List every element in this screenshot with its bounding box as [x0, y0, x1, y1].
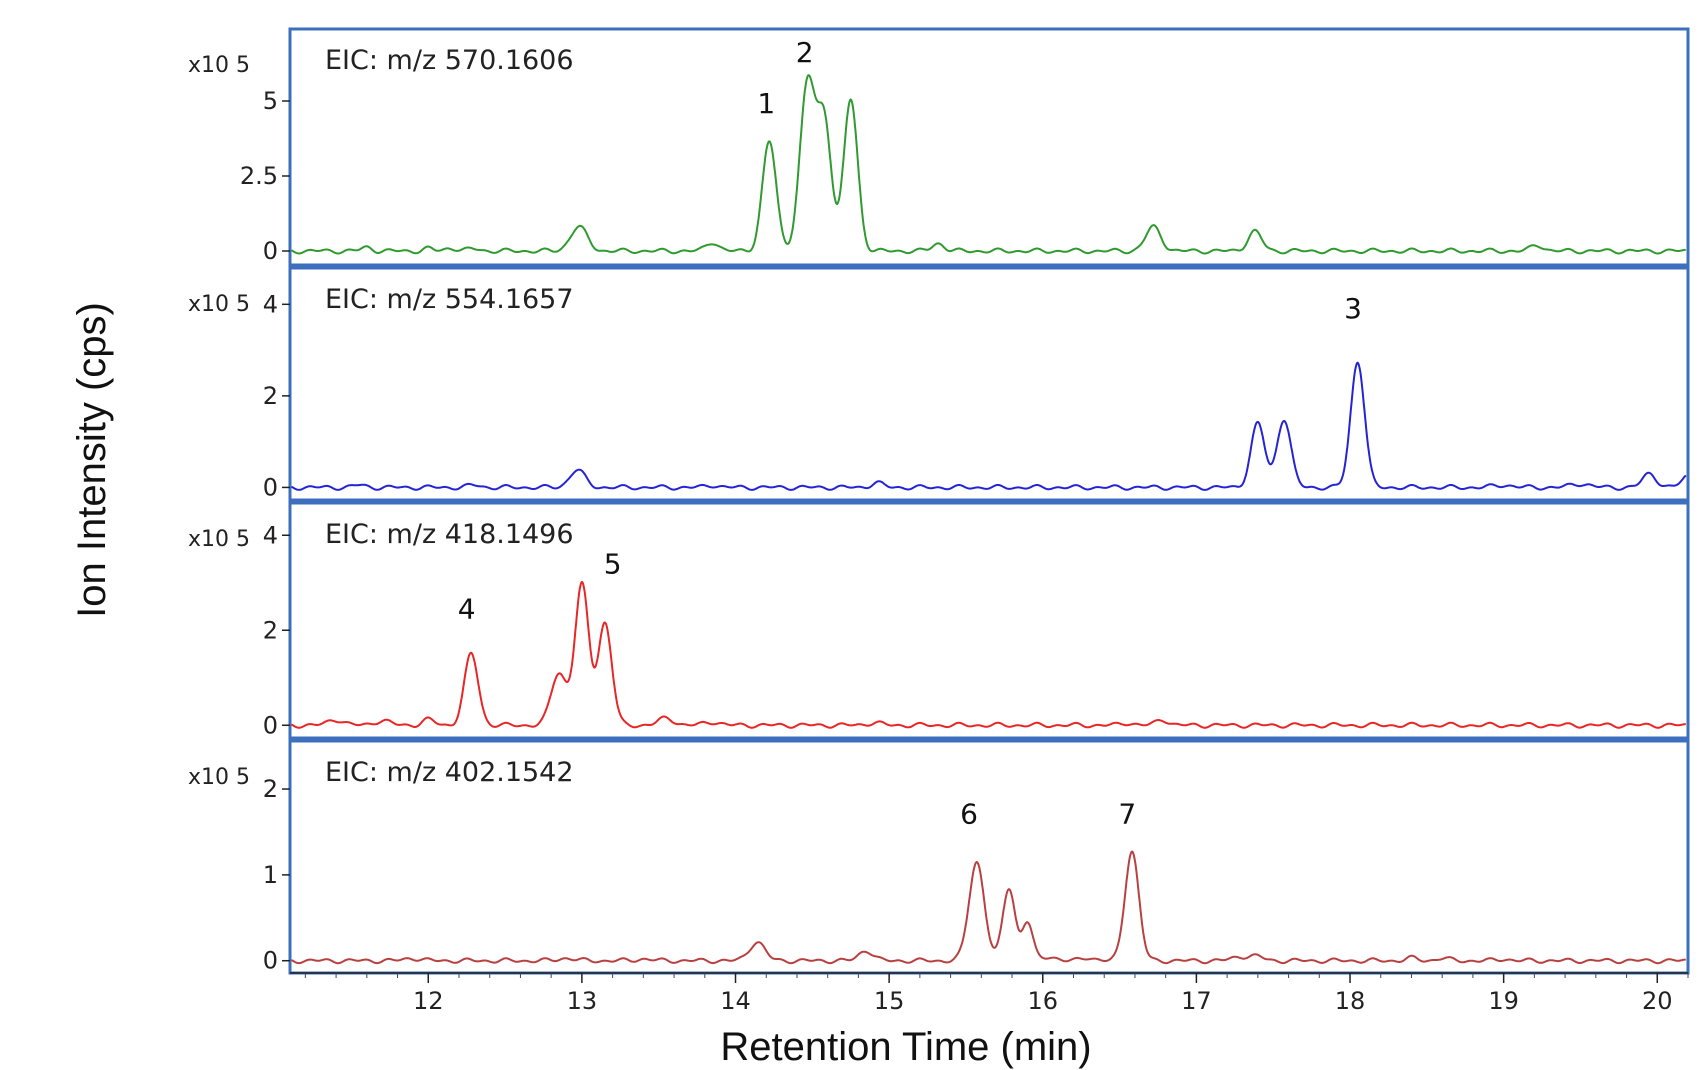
peak-label-5: 5	[604, 547, 622, 580]
panel-4: 0 1 2 x10 5 EIC: m/z 402.1542 6 7	[188, 739, 1690, 975]
panel-3: 0 2 4 x10 5 EIC: m/z 418.1496 4 5	[188, 501, 1690, 740]
x-tick-label: 17	[1181, 987, 1212, 1015]
peak-label-4: 4	[458, 592, 476, 625]
x-axis-title: Retention Time (min)	[720, 1025, 1091, 1069]
y-tick-label: 0	[263, 473, 278, 501]
y-tick-label: 2	[263, 616, 278, 644]
peak-label-1: 1	[757, 87, 775, 120]
series-trace	[291, 850, 1686, 965]
y-tick-label: 1	[263, 861, 278, 889]
y-tick-label: 2	[263, 775, 278, 803]
peak-label-7: 7	[1118, 797, 1136, 830]
x-tick-label: 14	[720, 987, 751, 1015]
y-tick-label: 0	[263, 947, 278, 975]
peak-label-2: 2	[796, 36, 814, 69]
y-exponent-label: x10 5	[188, 527, 250, 552]
series-trace	[291, 361, 1687, 491]
y-tick-label: 2.5	[240, 162, 278, 190]
peak-label-6: 6	[960, 797, 978, 830]
y-exponent-label: x10 5	[188, 765, 250, 790]
panel-label: EIC: m/z 554.1657	[325, 284, 574, 315]
x-axis: 12 13 14 15 16 17 18 19 20	[290, 972, 1689, 1015]
panel-frame	[288, 501, 1690, 740]
panel-1: 0 2.5 5 x10 5 EIC: m/z 570.1606 12	[188, 27, 1690, 267]
x-tick-label: 19	[1488, 987, 1519, 1015]
x-tick-label: 20	[1642, 987, 1673, 1015]
panel-label: EIC: m/z 418.1496	[325, 519, 574, 550]
panel-frame	[288, 266, 1690, 502]
x-tick-label: 16	[1027, 987, 1058, 1015]
panel-2: 0 2 4 x10 5 EIC: m/z 554.1657 3	[188, 266, 1690, 502]
panel-frame	[288, 27, 1690, 267]
series-trace	[291, 581, 1686, 729]
y-tick-label: 0	[263, 711, 278, 739]
series-trace	[291, 74, 1686, 255]
y-tick-label: 0	[263, 237, 278, 265]
x-tick-label: 12	[413, 987, 444, 1015]
x-tick-label: 18	[1335, 987, 1366, 1015]
y-tick-label: 5	[263, 87, 278, 115]
y-tick-label: 4	[263, 521, 278, 549]
y-tick-label: 4	[263, 290, 278, 318]
y-tick-label: 2	[263, 382, 278, 410]
x-tick-label: 13	[567, 987, 598, 1015]
y-exponent-label: x10 5	[188, 53, 250, 78]
x-tick-label: 15	[874, 987, 905, 1015]
y-exponent-label: x10 5	[188, 292, 250, 317]
panel-label: EIC: m/z 570.1606	[325, 45, 574, 76]
panel-label: EIC: m/z 402.1542	[325, 757, 574, 788]
y-axis-title: Ion Intensity (cps)	[70, 302, 114, 618]
peak-label-3: 3	[1344, 292, 1362, 325]
